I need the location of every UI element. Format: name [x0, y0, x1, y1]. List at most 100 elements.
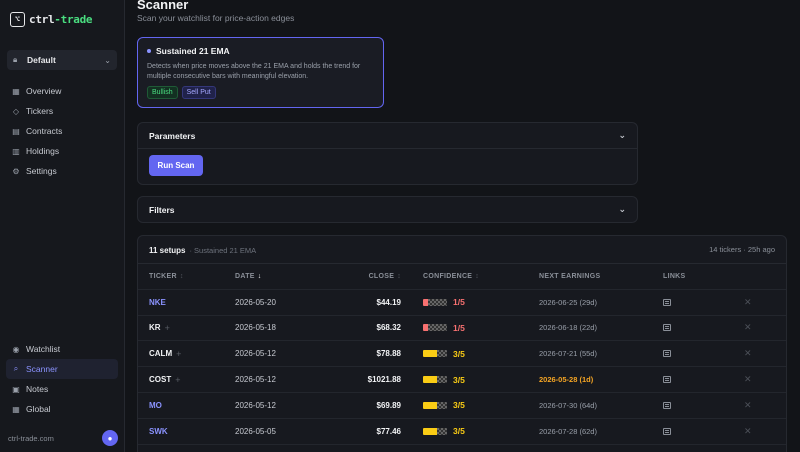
ticker-link[interactable]: COST: [149, 375, 172, 385]
sidebar-item-global[interactable]: ▦ Global: [6, 399, 118, 419]
table-row[interactable]: KR +2026-05-18 $68.32 1/5 2026-06-18 (22d) ✕: [138, 316, 786, 342]
settings-icon: ⚙: [12, 166, 20, 176]
filters-label: Filters: [149, 204, 175, 215]
dismiss-icon[interactable]: ✕: [744, 445, 756, 452]
results-scan-name: · Sustained 21 EMA: [189, 245, 257, 255]
ticker-cell: MO: [149, 393, 229, 418]
date-cell: 2026-05-12: [235, 400, 276, 410]
column-next-earnings: NEXT EARNINGS: [539, 272, 601, 280]
sidebar-item-scanner[interactable]: ⌕ Scanner: [6, 359, 118, 379]
ticker-link[interactable]: SWK: [149, 426, 168, 436]
chart-link-icon[interactable]: [663, 298, 671, 306]
avatar[interactable]: ●: [102, 430, 118, 446]
sort-desc-icon: ↓: [257, 272, 262, 280]
confidence-cell: 3/5: [423, 367, 523, 392]
sidebar-item-overview[interactable]: ▦ Overview: [6, 81, 118, 101]
table-row[interactable]: CALM +2026-05-12 $78.88 3/5 2026-07-21 (55d)…: [138, 341, 786, 368]
close-cell: $78.88: [376, 349, 401, 359]
links-cell: [663, 419, 683, 444]
table-row[interactable]: MO 2026-05-12 $69.89 3/5 2026-07-30 (64d) ✕: [138, 393, 786, 419]
dismiss-icon[interactable]: ✕: [744, 322, 752, 333]
sidebar-item-holdings[interactable]: ▥ Holdings: [6, 141, 118, 161]
confidence-bar: [423, 376, 447, 384]
sidebar-item-settings[interactable]: ⚙ Settings: [6, 161, 118, 181]
sidebar-item-watchlist[interactable]: ◉ Watchlist: [6, 339, 118, 359]
earnings-cell: 2026-07-28 (62d): [539, 426, 597, 436]
close-cell: $68.32: [376, 323, 401, 333]
confidence-cell: 3/5: [423, 341, 523, 366]
logo[interactable]: ⌥ ctrl-trade: [10, 12, 93, 27]
table-row[interactable]: NKE 2026-05-20 $44.19 1/5 2026-06-25 (29d) ✕: [138, 290, 786, 316]
workspace-label: Default: [27, 55, 56, 65]
earnings-cell: 2026-07-21 (55d): [539, 445, 649, 452]
confidence-value: 1/5: [453, 297, 465, 308]
chart-link-icon[interactable]: [663, 324, 671, 332]
column-confidence[interactable]: CONFIDENCE ↕: [423, 272, 480, 280]
confidence-bar: [423, 324, 447, 332]
chart-link-icon[interactable]: [663, 376, 671, 384]
links-cell: [663, 393, 683, 418]
ticker-cell: KR +: [149, 316, 229, 341]
chart-link-icon[interactable]: [663, 427, 671, 435]
earnings-cell: 2026-07-21 (55d): [539, 349, 597, 359]
confidence-value: 3/5: [453, 426, 465, 437]
table-row[interactable]: KO 2026-04-28$78.85 4/5 2026-07-21 (55d) ✕: [138, 445, 786, 452]
filters-header[interactable]: Filters ⌄: [138, 197, 637, 222]
ticker-link[interactable]: KR: [149, 323, 161, 333]
links-cell: [663, 445, 683, 452]
date-cell: 2026-05-18: [235, 323, 276, 333]
tickers-icon: ◇: [12, 106, 20, 116]
plus-icon[interactable]: +: [164, 322, 170, 333]
overview-icon: ▦: [12, 86, 20, 96]
close-cell: $44.19: [376, 297, 401, 307]
table-row[interactable]: SWK 2026-05-05 $77.46 3/5 2026-07-28 (62d) ✕: [138, 419, 786, 445]
chart-link-icon[interactable]: [663, 401, 671, 409]
confidence-cell: 1/5: [423, 316, 523, 341]
secondary-nav: ◉ Watchlist ⌕ Scanner ▣ Notes ▦ Global: [6, 339, 118, 419]
results-count: 11 setups: [149, 245, 186, 255]
parameters-panel: Parameters ⌄ Run Scan: [137, 122, 638, 185]
column-close[interactable]: CLOSE ↕: [368, 272, 401, 280]
dismiss-icon[interactable]: ✕: [744, 374, 752, 385]
sidebar-item-notes[interactable]: ▣ Notes: [6, 379, 118, 399]
ticker-link[interactable]: CALM: [149, 349, 173, 359]
dismiss-icon[interactable]: ✕: [744, 348, 752, 359]
column-ticker[interactable]: TICKER ↕: [149, 272, 184, 280]
date-cell: 2026-04-28: [235, 445, 325, 452]
chart-link-icon[interactable]: [663, 350, 671, 358]
sidebar-item-label: Tickers: [26, 106, 54, 116]
tag-sell-put: Sell Put: [181, 86, 216, 99]
sidebar-item-label: Scanner: [26, 364, 58, 374]
page-subtitle: Scan your watchlist for price-action edg…: [137, 13, 295, 23]
tag-bullish: Bullish: [147, 86, 178, 99]
workspace-select[interactable]: 🔒︎ Default ⌄: [7, 50, 117, 70]
sidebar-item-label: Global: [26, 404, 51, 414]
ticker-cell: KO: [149, 445, 229, 452]
confidence-bar: [423, 298, 447, 306]
earnings-cell: 2026-07-30 (64d): [539, 400, 597, 410]
run-scan-button[interactable]: Run Scan: [149, 155, 203, 176]
ticker-link[interactable]: MO: [149, 400, 162, 410]
close-cell: $69.89: [376, 400, 401, 410]
plus-icon[interactable]: +: [175, 374, 181, 385]
plus-icon[interactable]: +: [176, 348, 182, 359]
earnings-cell: 2026-05-28 (1d): [539, 375, 594, 385]
parameters-header[interactable]: Parameters ⌄: [138, 123, 637, 148]
sidebar-item-label: Holdings: [26, 146, 60, 156]
sidebar-item-label: Contracts: [26, 126, 63, 136]
sort-icon: ↕: [397, 272, 401, 280]
chevron-down-icon: ⌄: [618, 130, 626, 140]
parameters-label: Parameters: [149, 130, 196, 141]
dismiss-icon[interactable]: ✕: [744, 399, 752, 410]
dismiss-icon[interactable]: ✕: [744, 425, 752, 436]
chevron-down-icon: ⌄: [618, 204, 626, 214]
table-row[interactable]: COST +2026-05-12 $1021.88 3/5 2026-05-28 (1d…: [138, 367, 786, 393]
ticker-link[interactable]: NKE: [149, 297, 166, 307]
column-date[interactable]: DATE ↓: [235, 272, 262, 280]
dismiss-icon[interactable]: ✕: [744, 296, 752, 307]
sidebar-item-contracts[interactable]: ▤ Contracts: [6, 121, 118, 141]
results-table: 11 setups · Sustained 21 EMA 14 tickers ·…: [137, 235, 787, 452]
scan-card[interactable]: Sustained 21 EMA Detects when price move…: [137, 37, 384, 108]
scan-description: Detects when price moves above the 21 EM…: [147, 63, 361, 80]
sidebar-item-tickers[interactable]: ◇ Tickers: [6, 101, 118, 121]
